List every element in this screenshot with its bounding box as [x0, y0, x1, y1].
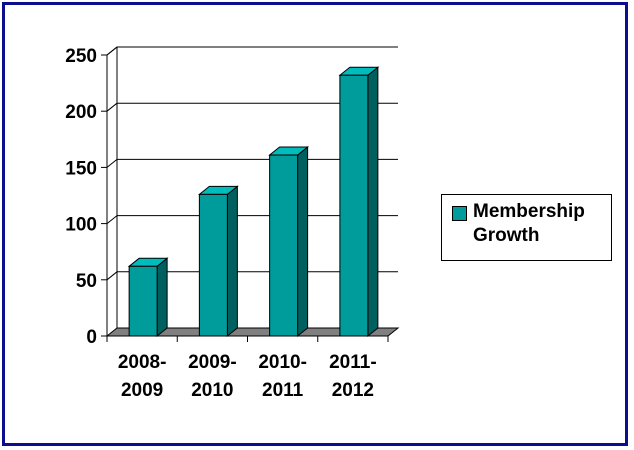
- y-tick-label: 0: [86, 327, 97, 348]
- bar: [198, 193, 228, 337]
- y-tick-label: 200: [65, 102, 97, 123]
- bar: [269, 154, 299, 337]
- bar-side: [226, 185, 238, 338]
- gridline-side: [106, 102, 118, 112]
- x-tick-label: 2011-2012: [329, 352, 377, 401]
- gridline-side: [106, 215, 118, 224]
- x-tick-label: 2008-2009: [118, 352, 167, 401]
- gridline-side: [106, 271, 118, 281]
- bar-side: [297, 145, 309, 338]
- gridline-side: [106, 159, 118, 168]
- y-tick-label: 250: [65, 46, 97, 67]
- bar: [339, 74, 369, 337]
- bar-side: [156, 257, 168, 338]
- bar-side: [367, 66, 379, 338]
- legend-swatch-membership-growth: [452, 206, 467, 221]
- legend-label: Membership Growth: [473, 201, 585, 246]
- legend: Membership Growth: [441, 194, 612, 261]
- bar: [128, 265, 158, 337]
- x-tick-label: 2009-2010: [188, 352, 237, 401]
- y-tick-label: 50: [76, 271, 97, 292]
- y-tick-label: 150: [65, 158, 97, 179]
- x-tick-label: 2010-2011: [258, 352, 307, 401]
- y-tick-label: 100: [65, 215, 97, 236]
- y-axis-top: [106, 46, 118, 56]
